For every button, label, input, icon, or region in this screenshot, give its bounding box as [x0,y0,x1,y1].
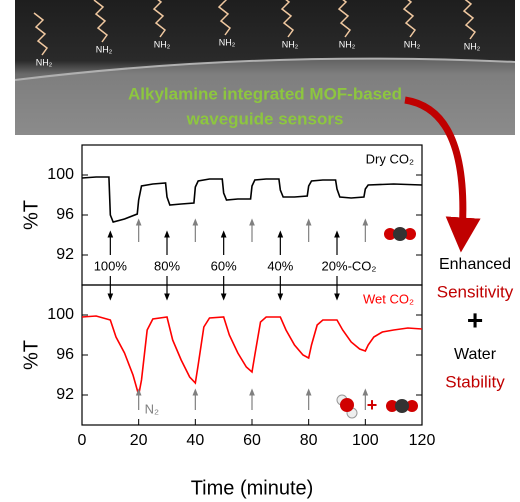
alkyl-chain [33,12,49,56]
nh2-label: NH₂ [339,39,356,49]
y-tick-label: 100 [47,166,74,183]
water-icon [336,394,358,419]
x-tick-label: 0 [78,432,87,449]
data-line [81,315,423,396]
nh2-label: NH₂ [282,39,299,49]
event-label: 80% [154,258,180,273]
event-label: 60% [211,258,237,273]
nh2-label: NH₂ [36,57,53,67]
x-tick-label: 60 [243,432,261,449]
film-edge [14,57,516,81]
y-axis-label: %T [20,200,42,230]
alkyl-chain [93,0,109,43]
plus-sign: + [367,395,378,415]
event-label: 20%-CO₂ [322,258,377,273]
side-label: + [467,304,483,335]
alkyl-chain [402,0,417,38]
legend-label: Wet CO₂ [363,291,414,306]
nh2-label: NH₂ [404,39,421,49]
alkyl-chain [337,0,352,38]
y-tick-label: 92 [56,246,74,263]
co2-icon [384,227,416,241]
nh2-label: NH₂ [96,44,113,54]
data-line [81,176,423,223]
y-tick-label: 100 [47,306,74,323]
sem-image [14,0,516,135]
x-tick-label: 80 [300,432,318,449]
x-tick-label: 20 [130,432,148,449]
nh2-label: NH₂ [154,39,171,49]
x-tick-label: 100 [352,432,379,449]
event-label: 40% [267,258,293,273]
y-tick-label: 96 [56,346,74,363]
alkyl-chain [152,0,167,38]
side-label: Sensitivity [437,282,514,301]
side-label: Water [454,346,497,363]
arrow-curved [404,96,481,253]
nh2-label: NH₂ [464,41,481,51]
alkyl-chain [280,0,295,38]
y-tick-label: 92 [56,386,74,403]
nh2-label: NH₂ [219,37,236,47]
legend-label: Dry CO₂ [366,151,414,166]
alkyl-chain [462,0,477,40]
y-axis-label: %T [20,340,42,370]
side-label: Stability [445,372,505,391]
molecules: NH₂ NH₂ NH₂ NH₂ NH₂ NH₂ NH₂ NH₂ [33,0,481,67]
side-label: Enhanced [439,256,511,273]
film-layer [15,58,515,135]
x-axis-label: Time (minute) [191,477,314,499]
alkyl-chain [217,0,232,36]
header-title: Alkylamine integrated MOF-based [128,84,402,103]
x-tick-label: 120 [409,432,436,449]
x-tick-label: 40 [186,432,204,449]
co2-icon [386,399,418,413]
side-text: Enhanced Sensitivity + Water Stability [437,256,514,391]
event-label: 100% [94,258,128,273]
header-title: waveguide sensors [186,109,344,128]
y-tick-label: 96 [56,206,74,223]
recovery-label: N₂ [145,401,159,416]
